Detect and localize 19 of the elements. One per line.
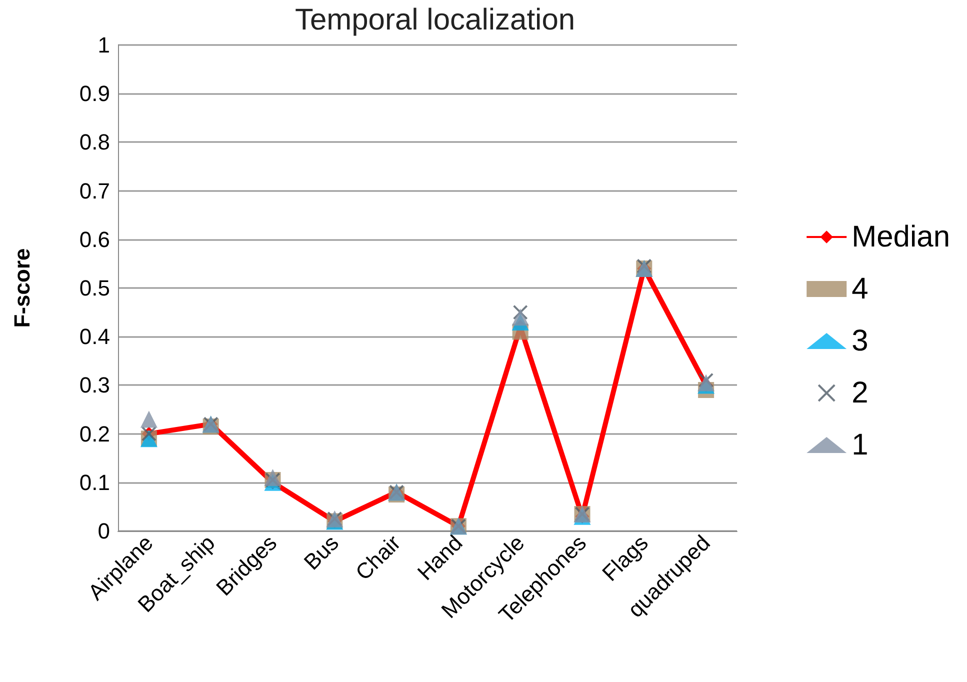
y-tick-label: 0.3 — [79, 372, 110, 398]
legend-label: Median — [852, 220, 950, 254]
y-tick-label: 0 — [98, 518, 110, 544]
chart-title: Temporal localization — [294, 4, 576, 36]
legend-label: 1 — [852, 428, 868, 462]
y-tick-label: 0.6 — [79, 226, 110, 252]
legend-label: 4 — [852, 272, 868, 306]
y-tick-label: 0.7 — [79, 178, 110, 204]
y-tick-label: 0.9 — [79, 81, 110, 106]
y-tick-label: 0.5 — [79, 276, 110, 300]
y-tick-label: 0.4 — [79, 324, 110, 350]
y-tick-label: 0.2 — [79, 421, 110, 446]
legend-label: 3 — [852, 324, 868, 358]
x-tick-label: Bus — [299, 530, 344, 575]
y-tick-label: 0.8 — [79, 130, 110, 155]
y-axis-title: F-score — [10, 248, 34, 328]
legend-label: 2 — [852, 376, 868, 410]
y-tick-label: 0.1 — [79, 470, 110, 495]
y-tick-label: 1 — [98, 32, 110, 58]
